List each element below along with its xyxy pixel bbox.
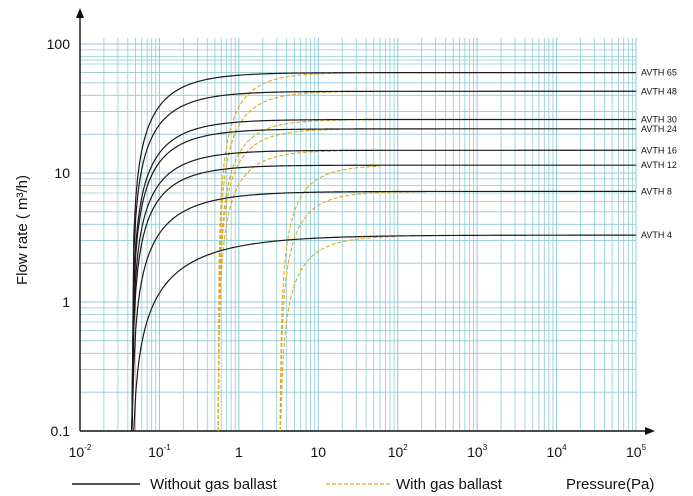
- curve-avth-48: [131, 90, 636, 432]
- y-axis-arrow: [76, 8, 84, 18]
- x-tick-label: 105: [626, 443, 647, 460]
- y-tick-label: 10: [54, 165, 70, 181]
- x-tick-label: 102: [388, 443, 409, 460]
- series-label: AVTH 24: [641, 124, 677, 134]
- series-label: AVTH 12: [641, 160, 677, 170]
- x-tick-label: 10-2: [69, 443, 92, 460]
- series-label: AVTH 16: [641, 145, 677, 155]
- legend-dashed-label: With gas ballast: [396, 476, 503, 493]
- curve-avth-65: [131, 72, 636, 432]
- x-tick-base: 10: [69, 444, 85, 460]
- ballast-curves: [217, 72, 417, 432]
- series-label: AVTH 30: [641, 114, 677, 124]
- x-axis-title: Pressure(Pa): [566, 476, 654, 493]
- series-label: AVTH 4: [641, 230, 672, 240]
- ballast-curve-avth-12: [279, 165, 381, 432]
- ballast-curve-avth-30: [217, 119, 391, 432]
- x-tick-label: 103: [467, 443, 488, 460]
- curve-avth-16: [131, 149, 636, 432]
- x-tick-base: 1: [235, 444, 243, 460]
- grid: [79, 38, 637, 431]
- x-tick-label: 104: [547, 443, 568, 460]
- x-tick-label: 10-1: [148, 443, 171, 460]
- x-tick-exponent: -2: [84, 443, 92, 452]
- y-tick-label: 1: [62, 294, 70, 310]
- curve-avth-12: [131, 164, 636, 432]
- x-tick-base: 10: [626, 444, 642, 460]
- x-tick-exponent: 5: [642, 443, 647, 452]
- ballast-curve-avth-24: [217, 128, 386, 432]
- curve-avth-24: [131, 128, 636, 432]
- series-label: AVTH 48: [641, 86, 677, 96]
- y-axis-title: Flow rate ( m³/h): [14, 175, 31, 285]
- x-tick-exponent: 2: [403, 443, 408, 452]
- curve-avth-8: [131, 190, 636, 432]
- x-tick-label: 1: [235, 444, 243, 460]
- ballast-curve-avth-4: [279, 235, 398, 432]
- axes: [76, 8, 655, 435]
- curve-avth-30: [131, 118, 636, 432]
- ballast-curve-avth-48: [217, 90, 386, 432]
- x-tick-base: 10: [148, 444, 164, 460]
- x-tick-base: 10: [388, 444, 404, 460]
- series-label: AVTH 65: [641, 68, 677, 78]
- x-tick-base: 10: [310, 444, 326, 460]
- curves: [131, 72, 636, 432]
- x-tick-base: 10: [467, 444, 483, 460]
- x-axis-arrow: [645, 427, 655, 435]
- y-tick-label: 100: [47, 36, 71, 52]
- curve-avth-4: [131, 234, 636, 432]
- y-tick-label: 0.1: [51, 423, 71, 439]
- x-tick-exponent: 3: [483, 443, 488, 452]
- legend: Without gas ballast With gas ballast Pre…: [72, 476, 654, 493]
- x-tick-exponent: -1: [164, 443, 172, 452]
- x-tick-exponent: 4: [562, 443, 567, 452]
- x-tick-label: 10: [310, 444, 326, 460]
- x-tick-base: 10: [547, 444, 563, 460]
- legend-solid-label: Without gas ballast: [150, 476, 278, 493]
- series-label: AVTH 8: [641, 186, 672, 196]
